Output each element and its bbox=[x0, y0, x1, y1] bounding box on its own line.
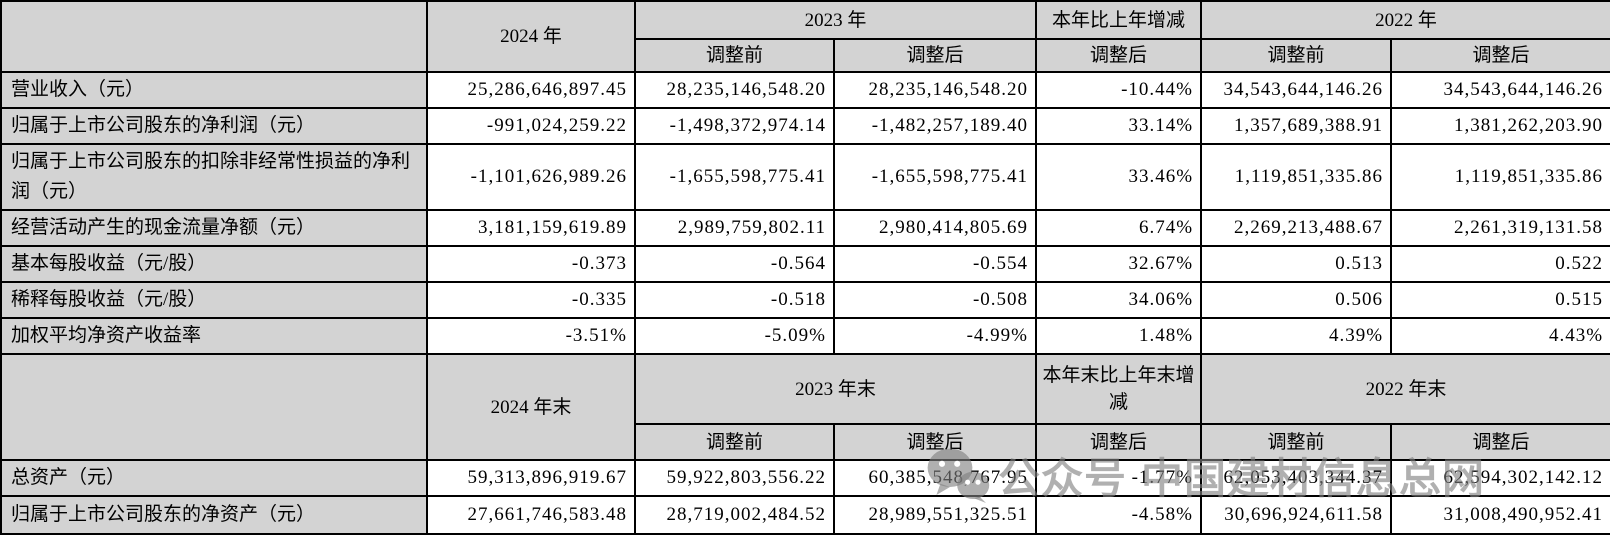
table-row: 营业收入（元） 25,286,646,897.45 28,235,146,548… bbox=[0, 71, 1610, 109]
table-cell: 0.515 bbox=[1390, 281, 1610, 319]
table-cell: 31,008,490,952.41 bbox=[1390, 495, 1610, 535]
header-yearend-2022: 2022 年末 bbox=[1200, 353, 1610, 425]
header-year-2024: 2024 年 bbox=[426, 0, 636, 73]
header-row-years: 2024 年 2023 年 本年比上年增减 2022 年 bbox=[0, 0, 1610, 73]
table-cell: 28,989,551,325.51 bbox=[832, 495, 1038, 535]
table-cell: -1,101,626,989.26 bbox=[426, 143, 636, 211]
table-cell: 4.43% bbox=[1390, 317, 1610, 355]
table-cell: 4.39% bbox=[1200, 317, 1393, 355]
subheader-adjusted-after-2022: 调整后 bbox=[1390, 38, 1610, 73]
table-cell: 1,119,851,335.86 bbox=[1390, 143, 1610, 211]
table-cell: -5.09% bbox=[634, 317, 835, 355]
header-yearend-2023: 2023 年末 bbox=[633, 353, 1038, 425]
subheader-adjusted-after-change-eoy: 调整后 bbox=[1035, 423, 1203, 461]
row-label-revenue: 营业收入（元） bbox=[0, 71, 428, 109]
table-cell: 6.74% bbox=[1035, 209, 1203, 247]
header-empty-cell bbox=[0, 353, 428, 461]
table-cell: 3,181,159,619.89 bbox=[426, 209, 636, 247]
table-cell: -1,498,372,974.14 bbox=[634, 107, 835, 145]
table-cell: 34,543,644,146.26 bbox=[1200, 71, 1393, 109]
row-label-basic-eps: 基本每股收益（元/股） bbox=[0, 245, 428, 283]
table-cell: -1,482,257,189.40 bbox=[832, 107, 1038, 145]
table-cell: 2,980,414,805.69 bbox=[832, 209, 1038, 247]
table-cell: -0.564 bbox=[634, 245, 835, 283]
table-row: 经营活动产生的现金流量净额（元） 3,181,159,619.89 2,989,… bbox=[0, 209, 1610, 247]
table-cell: 1,381,262,203.90 bbox=[1390, 107, 1610, 145]
subheader-adjusted-after-2022-eoy: 调整后 bbox=[1390, 423, 1610, 461]
table-cell: 1,357,689,388.91 bbox=[1200, 107, 1393, 145]
table-cell: -0.335 bbox=[426, 281, 636, 319]
table-cell: 30,696,924,611.58 bbox=[1200, 495, 1393, 535]
header-yearend-2024: 2024 年末 bbox=[426, 353, 636, 461]
table-cell: 28,719,002,484.52 bbox=[634, 495, 835, 535]
row-label-weighted-avg-roe: 加权平均净资产收益率 bbox=[0, 317, 428, 355]
table-row: 归属于上市公司股东的净资产（元） 27,661,746,583.48 28,71… bbox=[0, 495, 1610, 535]
row-label-operating-cash-flow: 经营活动产生的现金流量净额（元） bbox=[0, 209, 428, 247]
row-label-diluted-eps: 稀释每股收益（元/股） bbox=[0, 281, 428, 319]
subheader-adjusted-before-2022-eoy: 调整前 bbox=[1200, 423, 1393, 461]
header-change-yoy: 本年比上年增减 bbox=[1035, 0, 1203, 40]
subheader-adjusted-after-change: 调整后 bbox=[1035, 38, 1203, 73]
subheader-adjusted-before-2023: 调整前 bbox=[634, 38, 835, 73]
table-cell: 1,119,851,335.86 bbox=[1200, 143, 1393, 211]
table-cell: 60,385,548,767.95 bbox=[832, 459, 1038, 497]
table-cell: 27,661,746,583.48 bbox=[426, 495, 636, 535]
table-cell: 59,313,896,919.67 bbox=[426, 459, 636, 497]
table-cell: 59,922,803,556.22 bbox=[634, 459, 835, 497]
table-cell: -1.77% bbox=[1035, 459, 1203, 497]
table-row: 归属于上市公司股东的扣除非经常性损益的净利润（元） -1,101,626,989… bbox=[0, 143, 1610, 211]
header-year-2022: 2022 年 bbox=[1200, 0, 1610, 40]
table-cell: -10.44% bbox=[1035, 71, 1203, 109]
table-row: 稀释每股收益（元/股） -0.335 -0.518 -0.508 34.06% … bbox=[0, 281, 1610, 319]
subheader-adjusted-after-2023-eoy: 调整后 bbox=[832, 423, 1038, 461]
table-row: 总资产（元） 59,313,896,919.67 59,922,803,556.… bbox=[0, 459, 1610, 497]
table-cell: 34,543,644,146.26 bbox=[1390, 71, 1610, 109]
table-cell: 1.48% bbox=[1035, 317, 1203, 355]
table-cell: -3.51% bbox=[426, 317, 636, 355]
table-cell: -0.518 bbox=[634, 281, 835, 319]
table-cell: 28,235,146,548.20 bbox=[832, 71, 1038, 109]
subheader-adjusted-before-2023-eoy: 调整前 bbox=[634, 423, 835, 461]
table-row: 加权平均净资产收益率 -3.51% -5.09% -4.99% 1.48% 4.… bbox=[0, 317, 1610, 355]
table-cell: -991,024,259.22 bbox=[426, 107, 636, 145]
subheader-adjusted-before-2022: 调整前 bbox=[1200, 38, 1393, 73]
table-cell: 33.46% bbox=[1035, 143, 1203, 211]
table-cell: -1,655,598,775.41 bbox=[634, 143, 835, 211]
table-row: 归属于上市公司股东的净利润（元） -991,024,259.22 -1,498,… bbox=[0, 107, 1610, 145]
table-cell: 2,989,759,802.11 bbox=[634, 209, 835, 247]
header-row-adjust: 调整前 调整后 调整后 调整前 调整后 bbox=[1, 38, 1610, 73]
table-cell: -0.373 bbox=[426, 245, 636, 283]
table-cell: -1,655,598,775.41 bbox=[832, 143, 1038, 211]
table-cell: -4.58% bbox=[1035, 495, 1203, 535]
header-row-yearend: 2024 年末 2023 年末 本年末比上年末增减 2022 年末 bbox=[0, 353, 1610, 461]
row-label-net-profit-excl-nonrecurring: 归属于上市公司股东的扣除非经常性损益的净利润（元） bbox=[0, 143, 428, 211]
table-cell: 0.506 bbox=[1200, 281, 1393, 319]
table-cell: 62,594,302,142.12 bbox=[1390, 459, 1610, 497]
table-cell: -0.508 bbox=[832, 281, 1038, 319]
table-cell: 33.14% bbox=[1035, 107, 1203, 145]
table-cell: -4.99% bbox=[832, 317, 1038, 355]
header-empty-cell bbox=[0, 0, 428, 73]
table-cell: 2,269,213,488.67 bbox=[1200, 209, 1393, 247]
table-cell: -0.554 bbox=[832, 245, 1038, 283]
table-cell: 62,053,403,344.37 bbox=[1200, 459, 1393, 497]
table-row: 基本每股收益（元/股） -0.373 -0.564 -0.554 32.67% … bbox=[0, 245, 1610, 283]
row-label-net-profit: 归属于上市公司股东的净利润（元） bbox=[0, 107, 428, 145]
table-cell: 32.67% bbox=[1035, 245, 1203, 283]
table-cell: 25,286,646,897.45 bbox=[426, 71, 636, 109]
table-cell: 34.06% bbox=[1035, 281, 1203, 319]
table-cell: 0.522 bbox=[1390, 245, 1610, 283]
table-cell: 0.513 bbox=[1200, 245, 1393, 283]
subheader-adjusted-after-2023: 调整后 bbox=[832, 38, 1038, 73]
table-cell: 28,235,146,548.20 bbox=[634, 71, 835, 109]
row-label-net-assets: 归属于上市公司股东的净资产（元） bbox=[0, 495, 428, 535]
header-year-2023: 2023 年 bbox=[633, 0, 1038, 40]
table-cell: 2,261,319,131.58 bbox=[1390, 209, 1610, 247]
header-change-eoy: 本年末比上年末增减 bbox=[1035, 353, 1203, 425]
row-label-total-assets: 总资产（元） bbox=[0, 459, 428, 497]
